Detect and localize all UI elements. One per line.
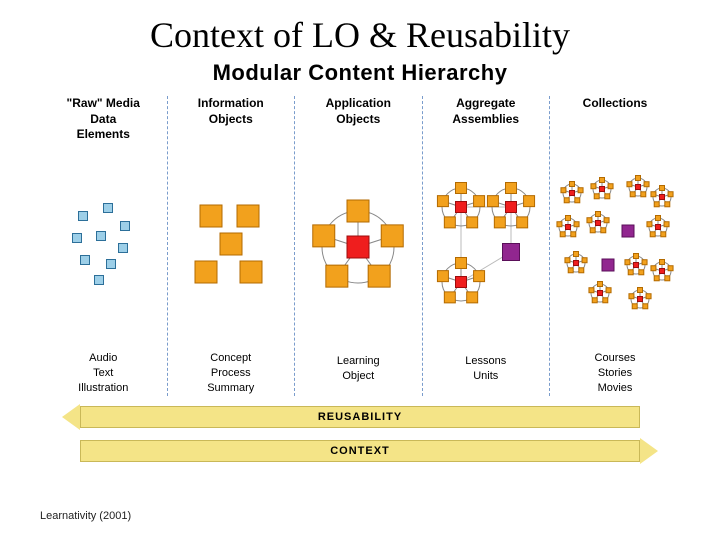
col-footer-coll: CoursesStoriesMovies — [595, 347, 636, 396]
col-header-info: InformationObjects — [194, 96, 268, 144]
arrow-row-context: CONTEXT — [40, 440, 680, 466]
citation-text: Learnativity (2001) — [40, 510, 131, 522]
app-svg — [298, 177, 418, 317]
arrow-label-reusability: REUSABILITY — [318, 411, 402, 423]
info-svg — [176, 186, 286, 306]
columns-container: "Raw" MediaDataElements AudioTextIllustr… — [40, 96, 680, 396]
arrow-label-context: CONTEXT — [330, 445, 390, 457]
arrow-context: CONTEXT — [80, 440, 640, 462]
col-graphic-agg — [423, 144, 550, 350]
col-footer-info: ConceptProcessSummary — [207, 347, 254, 396]
arrow-reusability: REUSABILITY — [80, 406, 640, 428]
col-graphic-app — [295, 144, 422, 350]
column-coll: Collections CoursesStoriesMovies — [550, 96, 680, 396]
coll-svg — [550, 171, 680, 321]
column-agg: AggregateAssemblies LessonsUnits — [423, 96, 551, 396]
col-footer-raw: AudioTextIllustration — [78, 347, 128, 396]
arrow-head-left-icon — [62, 404, 80, 430]
col-graphic-raw — [40, 144, 167, 347]
arrows-container: REUSABILITY CONTEXT — [40, 406, 680, 466]
col-footer-app: LearningObject — [337, 350, 380, 396]
diagram-subtitle: Modular Content Hierarchy — [0, 60, 720, 96]
arrow-head-right-icon — [640, 438, 658, 464]
raw-svg — [53, 186, 153, 306]
col-header-coll: Collections — [579, 96, 652, 144]
col-footer-agg: LessonsUnits — [465, 350, 506, 396]
agg-svg — [426, 172, 546, 322]
arrow-row-reusability: REUSABILITY — [40, 406, 680, 432]
col-header-app: ApplicationObjects — [322, 96, 395, 144]
column-info: InformationObjects ConceptProcessSummary — [168, 96, 296, 396]
column-raw: "Raw" MediaDataElements AudioTextIllustr… — [40, 96, 168, 396]
col-header-agg: AggregateAssemblies — [448, 96, 523, 144]
column-app: ApplicationObjects LearningObject — [295, 96, 423, 396]
col-header-raw: "Raw" MediaDataElements — [63, 96, 144, 144]
col-graphic-info — [168, 144, 295, 347]
col-graphic-coll — [550, 144, 680, 347]
slide-title: Context of LO & Reusability — [0, 0, 720, 60]
